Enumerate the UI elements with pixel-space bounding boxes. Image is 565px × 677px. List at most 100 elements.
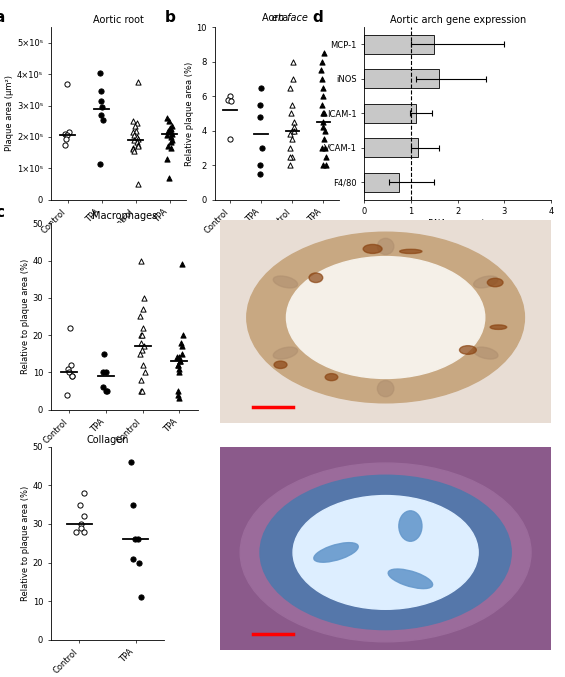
Point	[139, 303, 148, 314]
Point	[288, 73, 297, 84]
Point	[101, 367, 110, 378]
Circle shape	[286, 257, 485, 378]
Circle shape	[293, 496, 478, 609]
Bar	[364, 35, 434, 54]
Point	[136, 592, 145, 603]
Point	[289, 56, 298, 67]
Point	[226, 96, 235, 107]
Point	[166, 127, 175, 137]
Point	[172, 352, 181, 363]
Point	[62, 389, 71, 400]
Point	[285, 143, 294, 154]
Point	[137, 385, 146, 396]
Ellipse shape	[377, 380, 394, 397]
Text: d: d	[312, 9, 323, 25]
Point	[65, 322, 74, 333]
Ellipse shape	[473, 276, 498, 288]
Point	[286, 108, 295, 119]
X-axis label: mRNA expression
(fold in TPA vs. control mice): mRNA expression (fold in TPA vs. control…	[398, 219, 518, 238]
Point	[133, 139, 142, 150]
Point	[128, 144, 137, 155]
Point	[140, 292, 149, 303]
Point	[136, 348, 145, 359]
Point	[61, 133, 70, 144]
Point	[98, 114, 107, 125]
Point	[98, 367, 107, 378]
Point	[80, 526, 89, 537]
Point	[165, 122, 174, 133]
Point	[132, 125, 141, 136]
Point	[129, 143, 138, 154]
Ellipse shape	[363, 244, 382, 253]
Point	[223, 94, 232, 105]
Point	[138, 330, 147, 341]
Point	[95, 158, 105, 169]
Point	[256, 160, 265, 171]
Point	[175, 393, 184, 403]
Y-axis label: Relative to plaque area (%): Relative to plaque area (%)	[21, 485, 30, 601]
Point	[167, 129, 176, 139]
Bar	[364, 173, 399, 192]
Point	[75, 500, 84, 510]
Point	[65, 367, 74, 378]
Point	[288, 125, 297, 136]
Point	[97, 110, 106, 121]
Point	[286, 160, 295, 171]
Point	[66, 359, 75, 370]
Point	[173, 389, 182, 400]
Point	[318, 122, 327, 133]
Point	[167, 131, 176, 142]
Point	[318, 56, 327, 67]
Ellipse shape	[473, 347, 498, 359]
Ellipse shape	[388, 569, 433, 588]
Point	[63, 78, 72, 89]
Title: Collagen: Collagen	[86, 435, 129, 445]
Point	[167, 143, 176, 154]
Point	[173, 359, 182, 370]
Point	[176, 337, 185, 348]
Point	[177, 341, 186, 351]
Point	[140, 341, 149, 351]
Ellipse shape	[273, 276, 298, 288]
Point	[167, 136, 176, 147]
Point	[67, 370, 76, 381]
Point	[290, 125, 299, 136]
Point	[257, 82, 266, 93]
Point	[175, 367, 184, 378]
Point	[177, 348, 186, 359]
Point	[128, 553, 137, 564]
Point	[133, 141, 142, 152]
Point	[133, 179, 142, 190]
Point	[63, 363, 72, 374]
Point	[164, 141, 173, 152]
Point	[319, 47, 328, 58]
Point	[318, 100, 327, 110]
Ellipse shape	[399, 249, 422, 253]
Point	[96, 86, 105, 97]
Point	[174, 359, 183, 370]
Point	[138, 359, 147, 370]
Point	[164, 173, 173, 183]
Point	[61, 139, 70, 150]
Point	[176, 355, 185, 366]
Point	[134, 133, 143, 144]
Point	[135, 311, 144, 322]
Point	[178, 259, 187, 269]
Point	[126, 457, 135, 468]
Point	[134, 534, 143, 545]
Ellipse shape	[314, 543, 358, 562]
Point	[133, 77, 142, 87]
Point	[132, 117, 141, 128]
Point	[258, 143, 267, 154]
Ellipse shape	[325, 374, 338, 380]
Point	[319, 134, 328, 145]
Title: Macrophages: Macrophages	[92, 211, 157, 221]
Point	[319, 91, 328, 102]
Title: Aortic root: Aortic root	[93, 15, 144, 25]
Bar	[364, 138, 418, 157]
Point	[319, 108, 328, 119]
Point	[67, 370, 76, 381]
Point	[97, 95, 106, 106]
Title: Aortic arch gene expression: Aortic arch gene expression	[389, 15, 526, 25]
Point	[255, 112, 264, 123]
